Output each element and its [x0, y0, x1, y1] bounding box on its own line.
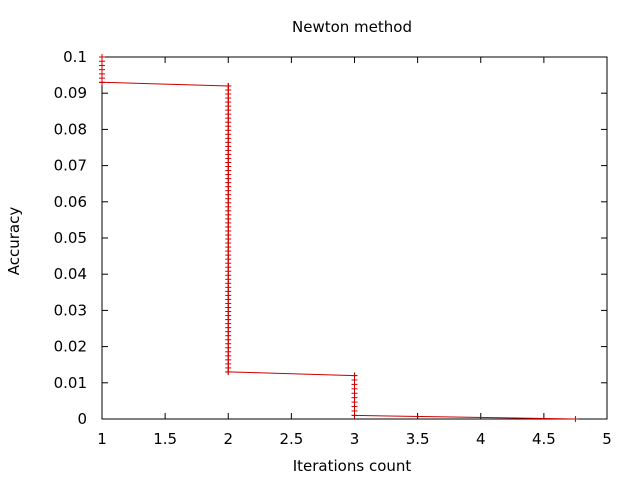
- y-tick-label: 0.06: [54, 193, 87, 211]
- chart-title: Newton method: [292, 18, 412, 36]
- y-tick-label: 0.03: [54, 301, 87, 319]
- x-axis-label: Iterations count: [293, 457, 412, 475]
- y-tick-label: 0.01: [54, 374, 87, 392]
- data-point-marker: [572, 416, 579, 422]
- series-line: [101, 57, 576, 420]
- x-tick-label: 4: [476, 430, 486, 448]
- data-point-marker: [99, 79, 105, 86]
- series-layer: [99, 54, 579, 422]
- y-tick-label: 0.04: [54, 265, 87, 283]
- x-tick-label: 1: [97, 430, 107, 448]
- y-tick-label: 0.07: [54, 157, 87, 175]
- y-tick-label: 0.05: [54, 229, 87, 247]
- plot-border: [101, 56, 608, 420]
- y-axis: 0 0.01 0.02 0.03 0.04 0.05 0.06 0.07 0.08 0.09 0.1: [54, 48, 607, 428]
- x-tick-label: 2: [223, 430, 233, 448]
- plot-area: [101, 56, 608, 420]
- y-tick-label: 0.1: [63, 48, 87, 66]
- y-tick-label: 0: [77, 410, 87, 428]
- data-point-marker: [351, 412, 358, 419]
- y-tick-label: 0.02: [54, 338, 87, 356]
- x-axis: 1 1.5 2 2.5 3 3.5 4 4.5 5: [97, 57, 612, 448]
- x-tick-label: 3.5: [406, 430, 430, 448]
- x-tick-label: 2.5: [279, 430, 303, 448]
- y-tick-label: 0.09: [54, 84, 87, 102]
- x-tick-label: 5: [602, 430, 612, 448]
- y-axis-label: Accuracy: [5, 207, 23, 276]
- x-tick-label: 4.5: [532, 430, 556, 448]
- x-tick-label: 1.5: [153, 430, 177, 448]
- y-tick-label: 0.08: [54, 120, 87, 138]
- x-tick-label: 3: [350, 430, 360, 448]
- data-point-marker: [225, 368, 232, 375]
